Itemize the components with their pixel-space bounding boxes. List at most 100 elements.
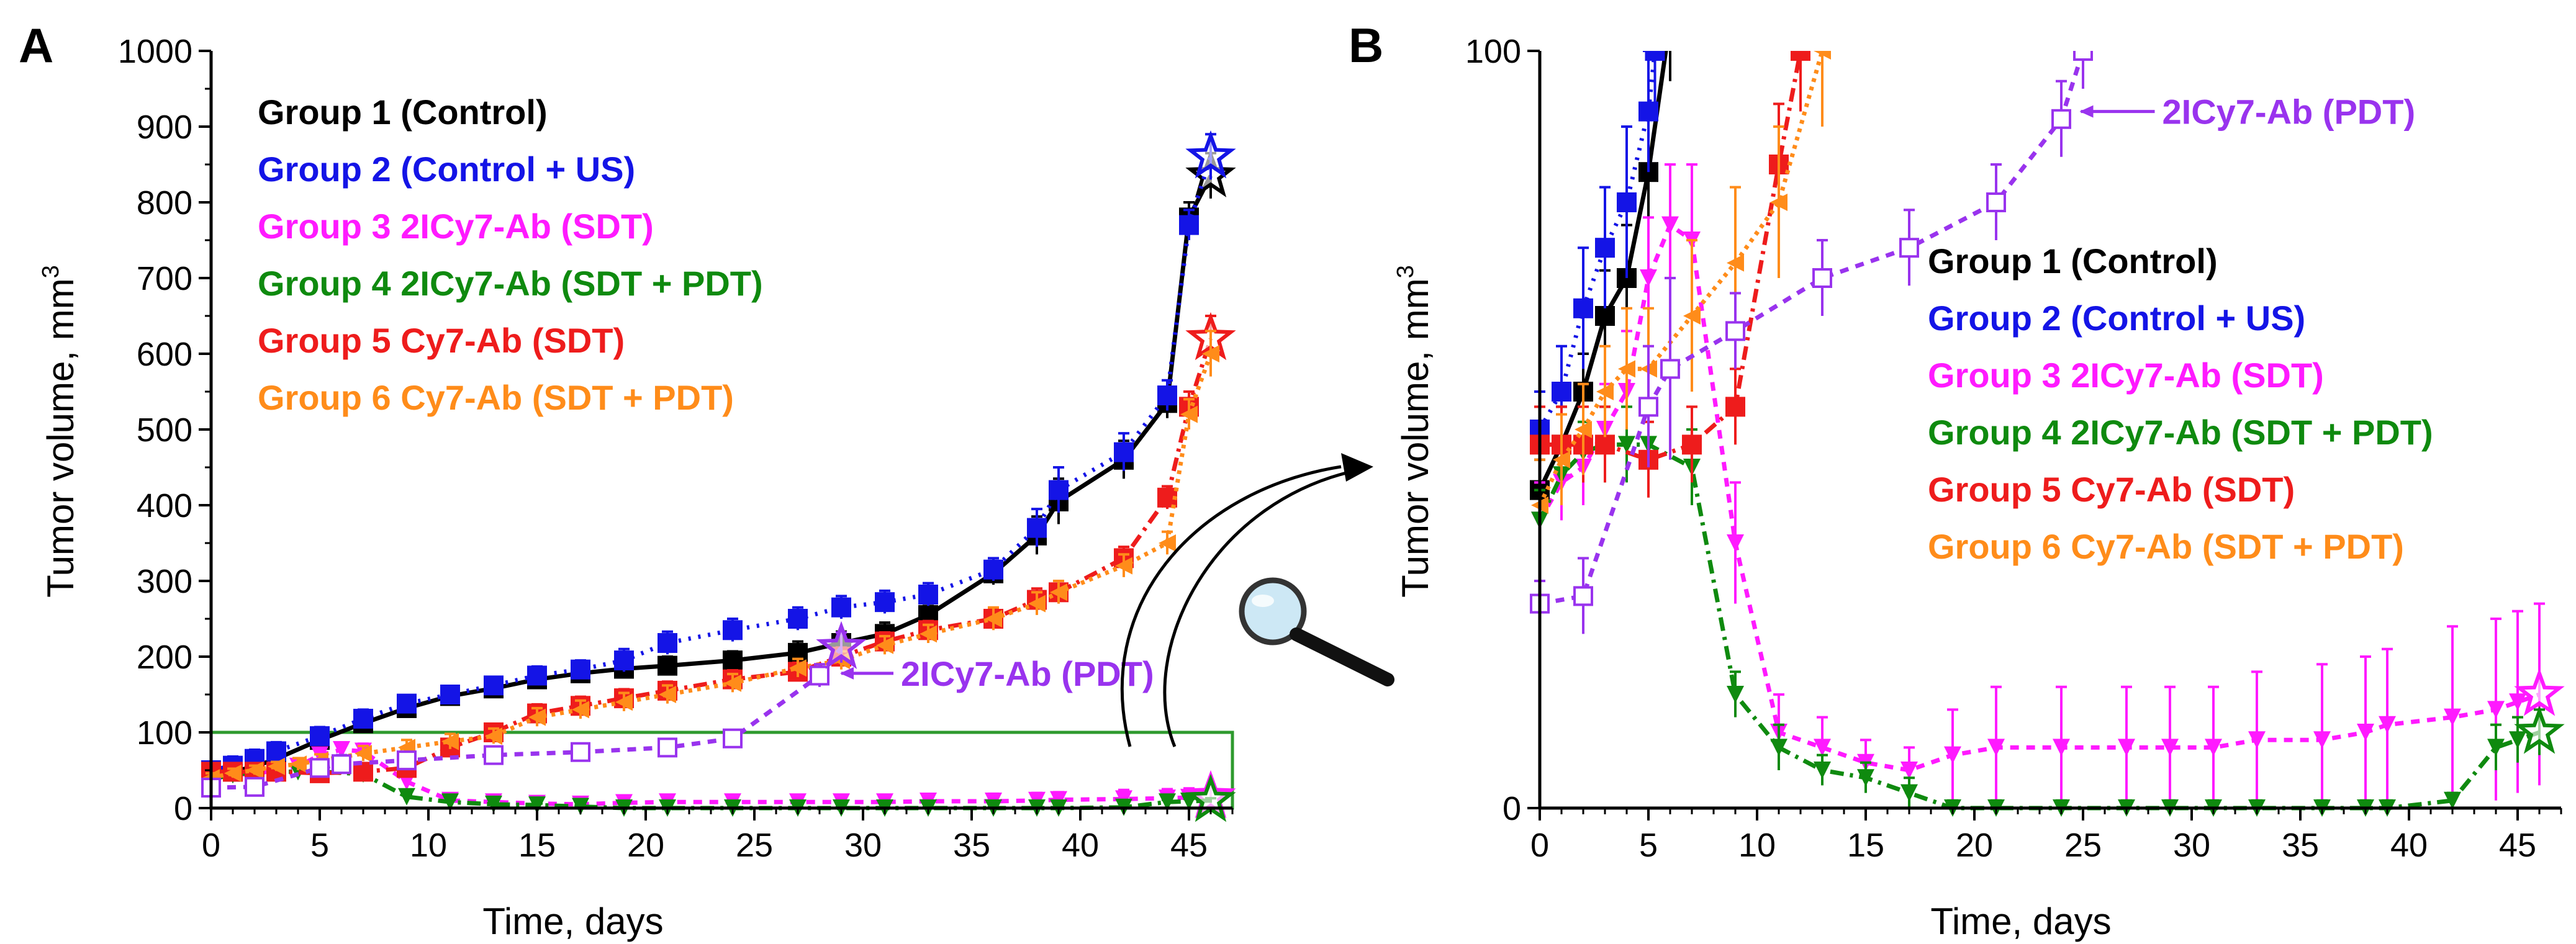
data-point	[658, 737, 677, 758]
x-tick-label: 30	[2173, 827, 2210, 864]
data-point	[1944, 746, 1961, 764]
y-tick-label: 900	[137, 109, 192, 146]
x-tick-label: 20	[627, 827, 664, 864]
series-6	[1531, 51, 1831, 551]
data-point	[875, 592, 895, 613]
legend-entry: Group 5 Cy7-Ab (SDT)	[258, 321, 625, 360]
panel-b-annotation: 2ICy7-Ab (PDT)	[2079, 92, 2416, 132]
data-point	[440, 685, 460, 704]
data-point	[658, 633, 677, 654]
annotation-label: 2ICy7-Ab (PDT)	[2162, 92, 2416, 132]
endpoint-star	[1185, 130, 1236, 179]
data-point	[1595, 434, 1615, 455]
data-point	[1661, 216, 1679, 234]
data-point	[1050, 583, 1067, 601]
data-point	[332, 754, 351, 775]
panel-a-annotation: 2ICy7-Ab (PDT)	[840, 654, 1154, 693]
data-point	[289, 755, 307, 773]
panel-a-letter: A	[19, 18, 53, 73]
data-point	[441, 793, 459, 811]
y-tick-label: 100	[1465, 33, 1521, 70]
data-point	[2051, 109, 2071, 129]
panel-b-legend: Group 1 (Control) Group 2 (Control + US) G…	[1928, 241, 2433, 566]
data-point	[2509, 693, 2526, 711]
data-point	[310, 726, 330, 747]
series-4	[1531, 405, 2565, 817]
legend-entry: Group 2 (Control + US)	[258, 150, 635, 189]
panel-b-chart: B 0 5 10 15 20 25 30 35 40 45 0 100 Group 1 (Contro…	[1349, 12, 2565, 942]
data-point	[484, 675, 504, 696]
y-tick-label: 0	[174, 790, 192, 827]
data-point	[441, 732, 459, 750]
data-point	[397, 693, 417, 714]
zoom-arrow	[1163, 467, 1367, 747]
y-tick-label: 1000	[118, 33, 192, 70]
data-point	[1115, 557, 1132, 575]
data-point	[1857, 769, 1874, 787]
data-point	[1114, 442, 1134, 462]
y-tick-label: 300	[137, 563, 192, 600]
x-tick-label: 40	[1062, 827, 1099, 864]
endpoint-star	[2514, 706, 2565, 754]
legend-entry: Group 6 Cy7-Ab (SDT + PDT)	[258, 378, 734, 417]
panel-a-legend: Group 1 (Control) Group 2 (Control + US) G…	[258, 92, 763, 417]
data-point	[1618, 360, 1635, 378]
legend-entry: Group 5 Cy7-Ab (SDT)	[1928, 470, 2295, 509]
data-point	[527, 665, 547, 686]
legend-entry: Group 3 2ICy7-Ab (SDT)	[258, 207, 654, 246]
x-tick-label: 45	[2499, 827, 2536, 864]
data-point	[2444, 791, 2461, 809]
data-point	[1900, 784, 1918, 802]
x-tick-label: 25	[736, 827, 773, 864]
data-point	[333, 741, 350, 759]
data-point	[876, 636, 893, 654]
x-tick-label: 10	[410, 827, 447, 864]
data-point	[1725, 397, 1745, 417]
data-point	[310, 758, 330, 778]
data-point	[1159, 793, 1176, 811]
zoom-connector	[1120, 453, 1394, 747]
data-point	[355, 745, 372, 763]
data-point	[724, 674, 741, 692]
x-tick-label: 35	[953, 827, 990, 864]
data-point	[485, 727, 502, 745]
x-tick-label: 40	[2390, 827, 2428, 864]
panel-b-letter: B	[1349, 18, 1383, 73]
data-point	[2509, 731, 2526, 749]
x-tick-label: 0	[202, 827, 220, 864]
y-tick-label: 0	[1503, 790, 1521, 827]
data-point	[2444, 708, 2461, 726]
data-point	[1814, 51, 1831, 60]
data-point	[2313, 731, 2331, 749]
data-point	[1661, 12, 1679, 29]
data-point	[528, 708, 546, 726]
data-point	[2205, 739, 2222, 757]
legend-entry: Group 1 (Control)	[258, 92, 548, 132]
data-point	[1573, 586, 1593, 606]
series-line	[210, 646, 843, 790]
data-point	[658, 655, 677, 676]
y-tick-label: 400	[137, 487, 192, 524]
data-point	[918, 584, 938, 605]
data-point	[2118, 739, 2135, 757]
data-point	[485, 795, 502, 813]
data-point	[723, 620, 743, 641]
data-point	[2487, 701, 2505, 719]
data-point	[1618, 436, 1635, 454]
data-point	[571, 659, 590, 680]
data-point	[2073, 51, 2093, 61]
legend-entry: Group 2 (Control + US)	[1928, 299, 2305, 338]
data-point	[353, 762, 373, 782]
data-point	[1770, 739, 1787, 757]
data-point	[1202, 345, 1219, 362]
data-point	[788, 609, 808, 629]
data-point	[397, 750, 417, 771]
data-point	[2161, 739, 2179, 757]
data-point	[1553, 451, 1570, 469]
data-point	[1682, 434, 1702, 455]
data-point	[1987, 739, 2005, 757]
data-point	[266, 741, 286, 762]
x-tick-label: 10	[1738, 827, 1776, 864]
data-point	[1814, 739, 1831, 757]
endpoint-star	[816, 621, 867, 670]
